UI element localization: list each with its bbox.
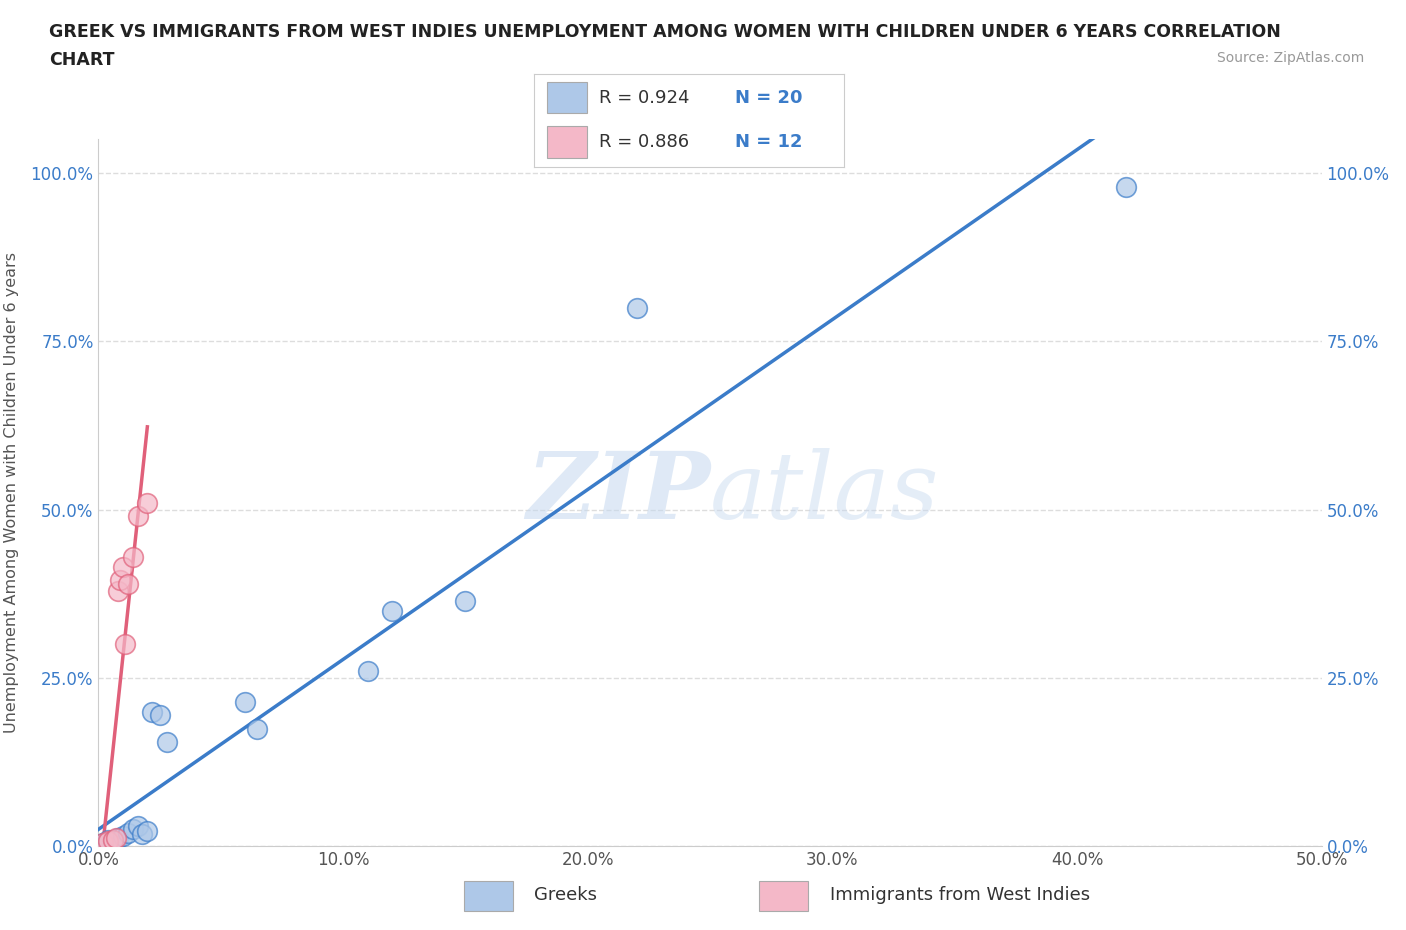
Text: Immigrants from West Indies: Immigrants from West Indies (830, 886, 1090, 904)
Point (127, 818, 149, 833)
Point (107, 583, 129, 598)
Point (454, 593, 477, 608)
Y-axis label: Unemployment Among Women with Children Under 6 years: Unemployment Among Women with Children U… (4, 252, 20, 734)
Point (107, 830, 129, 845)
Point (117, 826, 139, 841)
Point (114, 637, 136, 652)
Text: N = 20: N = 20 (735, 88, 803, 107)
Bar (547, 82, 586, 113)
Point (381, 604, 404, 618)
Point (121, 822, 143, 837)
Text: Source: ZipAtlas.com: Source: ZipAtlas.com (1216, 51, 1364, 65)
Bar (547, 126, 586, 158)
Bar (464, 881, 513, 911)
Text: ZIP: ZIP (526, 448, 710, 538)
Point (97, 833, 120, 848)
Point (91, 835, 114, 850)
Point (127, 509, 149, 524)
Point (117, 577, 139, 591)
Text: CHART: CHART (49, 51, 115, 69)
Point (104, 830, 127, 845)
Point (233, 694, 256, 709)
Point (356, 664, 378, 679)
Text: atlas: atlas (710, 448, 939, 538)
Text: N = 12: N = 12 (735, 133, 803, 152)
Point (111, 560, 134, 575)
Point (97, 832, 120, 847)
Text: R = 0.924: R = 0.924 (599, 88, 690, 107)
Point (101, 832, 124, 847)
Point (1115, 179, 1137, 194)
Point (136, 824, 159, 839)
Point (131, 827, 153, 842)
Point (156, 735, 179, 750)
Point (91, 835, 114, 850)
Point (149, 708, 172, 723)
Text: R = 0.886: R = 0.886 (599, 133, 689, 152)
Point (121, 550, 143, 565)
Text: GREEK VS IMMIGRANTS FROM WEST INDIES UNEMPLOYMENT AMONG WOMEN WITH CHILDREN UNDE: GREEK VS IMMIGRANTS FROM WEST INDIES UNE… (49, 23, 1281, 41)
Point (246, 721, 269, 736)
Point (110, 573, 132, 588)
Point (101, 833, 124, 848)
Point (111, 829, 134, 844)
Point (136, 496, 159, 511)
Text: Greeks: Greeks (534, 886, 598, 904)
Point (626, 300, 648, 315)
Bar (759, 881, 808, 911)
Point (141, 704, 163, 719)
